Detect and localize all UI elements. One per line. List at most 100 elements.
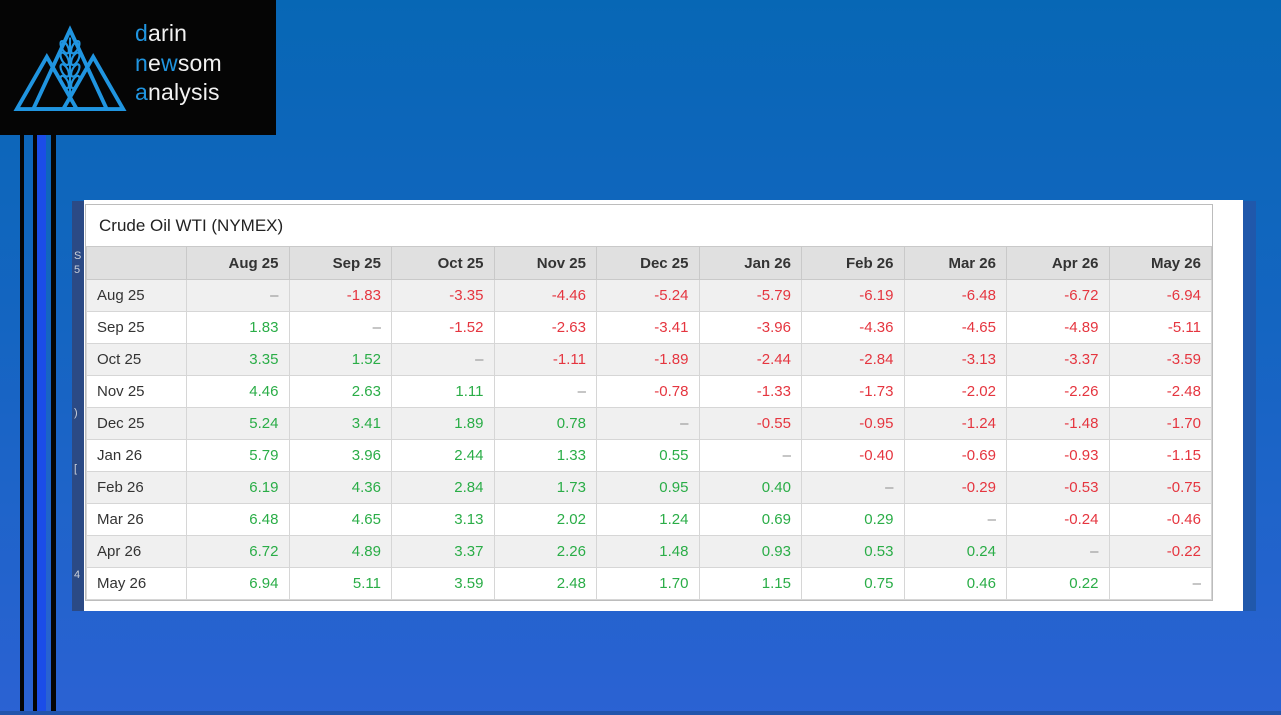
row-header: Nov 25 bbox=[86, 375, 187, 408]
spread-value-cell: 3.37 bbox=[391, 535, 495, 568]
spread-value-cell: 2.84 bbox=[391, 471, 495, 504]
spread-value-cell: 0.93 bbox=[698, 535, 802, 568]
column-header: Dec 25 bbox=[596, 246, 700, 280]
spread-value-cell: -0.40 bbox=[801, 439, 905, 472]
spread-value-cell: -1.11 bbox=[493, 343, 597, 376]
spread-value-cell: -0.95 bbox=[801, 407, 905, 440]
occluded-text-fragment: 5 bbox=[74, 264, 81, 276]
column-header: Oct 25 bbox=[391, 246, 495, 280]
spread-value-cell: -2.63 bbox=[493, 311, 597, 344]
spread-value-cell: -6.72 bbox=[1006, 279, 1110, 312]
spread-matrix-panel: Crude Oil WTI (NYMEX) Aug 25 Sep 25 Oct 25… bbox=[85, 204, 1213, 601]
spread-value-cell: -0.29 bbox=[903, 471, 1007, 504]
spread-value-cell: -1.33 bbox=[698, 375, 802, 408]
spread-value-cell: -0.93 bbox=[1006, 439, 1110, 472]
spread-value-cell: -1.83 bbox=[288, 279, 392, 312]
spread-value-cell: -1.89 bbox=[596, 343, 700, 376]
spread-value-cell: – bbox=[801, 471, 905, 504]
logo-wordmark: darin newsom analysis bbox=[135, 19, 222, 108]
corner-header-cell bbox=[86, 246, 187, 280]
spread-value-cell: 1.15 bbox=[698, 567, 802, 600]
row-header: Dec 25 bbox=[86, 407, 187, 440]
decorative-stripe bbox=[51, 134, 56, 715]
spread-value-cell: 3.35 bbox=[186, 343, 290, 376]
spread-value-cell: 5.11 bbox=[288, 567, 392, 600]
table-row: Feb 26 6.19 4.36 2.84 1.73 0.95 0.40– -0.29 -0.5… bbox=[86, 471, 1212, 504]
spread-value-cell: 4.36 bbox=[288, 471, 392, 504]
spread-value-cell: -0.46 bbox=[1108, 503, 1212, 536]
occluded-text-fragment: 4 bbox=[74, 569, 81, 581]
spread-value-cell: 2.02 bbox=[493, 503, 597, 536]
spread-value-cell: 3.96 bbox=[288, 439, 392, 472]
spread-value-cell: 6.19 bbox=[186, 471, 290, 504]
logo-word: analysis bbox=[135, 79, 220, 105]
spread-value-cell: -2.44 bbox=[698, 343, 802, 376]
column-header: May 26 bbox=[1108, 246, 1212, 280]
column-header: Jan 26 bbox=[698, 246, 802, 280]
spread-value-cell: 1.48 bbox=[596, 535, 700, 568]
spread-value-cell: -3.13 bbox=[903, 343, 1007, 376]
spread-value-cell: 1.11 bbox=[391, 375, 495, 408]
spread-value-cell: – bbox=[288, 311, 392, 344]
row-header: Feb 26 bbox=[86, 471, 187, 504]
column-header: Feb 26 bbox=[801, 246, 905, 280]
spread-value-cell: -0.78 bbox=[596, 375, 700, 408]
spread-value-cell: 0.22 bbox=[1006, 567, 1110, 600]
spread-value-cell: 6.48 bbox=[186, 503, 290, 536]
occluded-window-edge-right bbox=[1243, 201, 1256, 611]
spread-value-cell: -1.73 bbox=[801, 375, 905, 408]
spread-value-cell: 1.83 bbox=[186, 311, 290, 344]
table-row: Apr 26 6.72 4.89 3.37 2.26 1.48 0.93 0.53 0.24– -… bbox=[86, 535, 1212, 568]
logo-word: darin bbox=[135, 20, 188, 46]
spread-value-cell: 0.55 bbox=[596, 439, 700, 472]
row-header: Jan 26 bbox=[86, 439, 187, 472]
spread-value-cell: 3.13 bbox=[391, 503, 495, 536]
column-header: Aug 25 bbox=[186, 246, 290, 280]
spread-value-cell: -5.24 bbox=[596, 279, 700, 312]
spread-value-cell: 4.46 bbox=[186, 375, 290, 408]
table-row: Oct 25 3.35 1.52– -1.11 -1.89 -2.44 -2.84 -3.13… bbox=[86, 343, 1212, 376]
table-row: Mar 26 6.48 4.65 3.13 2.02 1.24 0.69 0.29– -0.24… bbox=[86, 503, 1212, 536]
decorative-stripe bbox=[37, 134, 46, 715]
dna-logo: darin newsom analysis bbox=[0, 0, 276, 135]
panel-title: Crude Oil WTI (NYMEX) bbox=[99, 216, 284, 235]
spread-value-cell: 1.70 bbox=[596, 567, 700, 600]
spread-value-cell: 0.95 bbox=[596, 471, 700, 504]
spread-value-cell: – bbox=[493, 375, 597, 408]
spread-value-cell: -3.35 bbox=[391, 279, 495, 312]
spread-value-cell: -1.70 bbox=[1108, 407, 1212, 440]
column-header: Nov 25 bbox=[493, 246, 597, 280]
spread-value-cell: 1.89 bbox=[391, 407, 495, 440]
spread-value-cell: 0.69 bbox=[698, 503, 802, 536]
spread-value-cell: -0.69 bbox=[903, 439, 1007, 472]
spread-value-cell: 1.24 bbox=[596, 503, 700, 536]
spread-value-cell: – bbox=[903, 503, 1007, 536]
spread-value-cell: -3.59 bbox=[1108, 343, 1212, 376]
spread-value-cell: – bbox=[186, 279, 290, 312]
spread-value-cell: -2.02 bbox=[903, 375, 1007, 408]
spread-value-cell: 2.26 bbox=[493, 535, 597, 568]
occluded-text-fragment: ) bbox=[74, 407, 78, 419]
spread-value-cell: -0.55 bbox=[698, 407, 802, 440]
spread-value-cell: -2.84 bbox=[801, 343, 905, 376]
spread-value-cell: -2.48 bbox=[1108, 375, 1212, 408]
column-header: Sep 25 bbox=[288, 246, 392, 280]
row-header: Sep 25 bbox=[86, 311, 187, 344]
spread-value-cell: 4.89 bbox=[288, 535, 392, 568]
spread-value-cell: -1.15 bbox=[1108, 439, 1212, 472]
spread-value-cell: -4.65 bbox=[903, 311, 1007, 344]
spread-value-cell: -4.36 bbox=[801, 311, 905, 344]
spread-value-cell: -0.22 bbox=[1108, 535, 1212, 568]
spread-value-cell: -3.41 bbox=[596, 311, 700, 344]
table-row: Nov 25 4.46 2.63 1.11– -0.78 -1.33 -1.73 -2.02-… bbox=[86, 375, 1212, 408]
spread-value-cell: -0.24 bbox=[1006, 503, 1110, 536]
spread-value-cell: 1.52 bbox=[288, 343, 392, 376]
spread-value-cell: 3.59 bbox=[391, 567, 495, 600]
spread-value-cell: – bbox=[1006, 535, 1110, 568]
spread-value-cell: 6.94 bbox=[186, 567, 290, 600]
spread-value-cell: -3.37 bbox=[1006, 343, 1110, 376]
logo-word: newsom bbox=[135, 49, 222, 76]
spread-value-cell: 0.78 bbox=[493, 407, 597, 440]
spread-value-cell: 0.24 bbox=[903, 535, 1007, 568]
row-header: Aug 25 bbox=[86, 279, 187, 312]
